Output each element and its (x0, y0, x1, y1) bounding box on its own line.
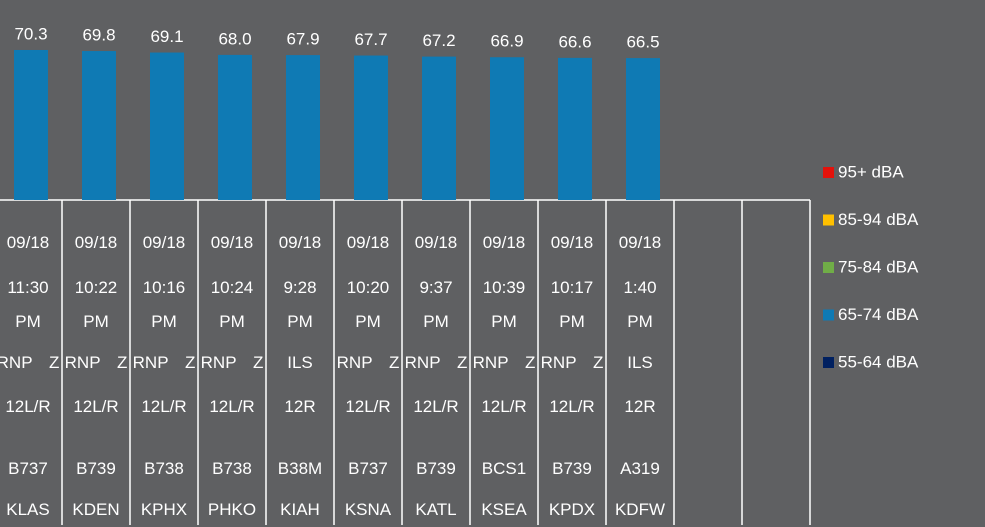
table-cell-date: 09/18 (278, 233, 322, 252)
value-label: 69.8 (82, 26, 115, 45)
legend-swatch (823, 357, 834, 368)
table-cell-date: 09/18 (210, 233, 254, 252)
bar (150, 52, 184, 200)
value-label: 67.7 (354, 30, 387, 49)
table-cell-time: 1:40 PM (623, 278, 657, 331)
table-cell-airport: PHKO (207, 500, 257, 519)
table-cell-airport: KSNA (344, 500, 392, 519)
table-cell-time: 10:24 PM (210, 278, 254, 331)
legend-swatch (823, 262, 834, 273)
table-cell-procedure: RNP Z 12L/R (404, 353, 468, 416)
table-cell-airport: KLAS (6, 500, 50, 519)
table-cell-procedure: RNP Z 12L/R (132, 353, 196, 416)
value-label: 66.6 (558, 32, 591, 51)
table-cell-procedure: RNP Z 12L/R (64, 353, 128, 416)
table-cell-airport: KDFW (614, 500, 666, 519)
table-cell-date: 09/18 (6, 233, 50, 252)
table-cell-aircraft: B738 (212, 459, 252, 478)
table-cell-time: 10:20 PM (346, 278, 390, 331)
table-cell-aircraft: B739 (552, 459, 592, 478)
legend-label: 55-64 dBA (838, 352, 919, 371)
table-cell-aircraft: B737 (8, 459, 48, 478)
table-cell-aircraft: B739 (76, 459, 116, 478)
value-label: 70.3 (14, 24, 47, 43)
value-label: 69.1 (150, 27, 183, 46)
bar (558, 57, 592, 201)
legend-swatch (823, 214, 834, 226)
table-cell-aircraft: B739 (416, 459, 456, 478)
table-cell-procedure: ILS 12R (624, 353, 656, 416)
value-label: 66.9 (490, 32, 523, 51)
table-cell-airport: KPDX (548, 500, 596, 519)
bar (354, 55, 388, 200)
bar (490, 57, 524, 201)
table-cell-date: 09/18 (414, 233, 458, 252)
legend-swatch (823, 309, 834, 321)
value-label: 67.2 (422, 31, 455, 50)
table-cell-time: 9:28 PM (283, 278, 317, 331)
table-cell-date: 09/18 (550, 233, 594, 252)
legend-label: 65-74 dBA (838, 305, 919, 324)
value-label: 67.9 (286, 30, 319, 49)
table-cell-date: 09/18 (618, 233, 662, 252)
table-cell-aircraft: B737 (348, 459, 388, 478)
bar (422, 56, 456, 200)
table-cell-date: 09/18 (74, 233, 118, 252)
table-cell-time: 10:22 PM (74, 278, 118, 331)
value-label: 66.5 (626, 33, 659, 52)
table-cell-airport: KIAH (280, 500, 320, 519)
table-cell-aircraft: A319 (620, 459, 660, 478)
legend-swatch (823, 167, 834, 178)
legend-label: 85-94 dBA (838, 210, 919, 229)
table-cell-airport: KDEN (72, 500, 120, 519)
table-cell-aircraft: B38M (277, 459, 323, 478)
legend-label: 75-84 dBA (838, 257, 919, 276)
bar (82, 51, 116, 200)
bar (14, 49, 48, 201)
table-cell-date: 09/18 (482, 233, 526, 252)
table-cell-procedure: RNP Z 12L/R (472, 353, 536, 416)
table-cell-time: 10:17 PM (550, 278, 594, 331)
table-cell-airport: KSEA (481, 500, 527, 519)
table-cell-procedure: RNP Z 12L/R (540, 353, 604, 416)
bar (626, 58, 660, 200)
table-cell-aircraft: BCS1 (481, 459, 527, 478)
bar (286, 55, 320, 201)
table-cell-date: 09/18 (142, 233, 186, 252)
table-cell-time: 11:30 PM (7, 278, 49, 331)
table-cell-procedure: RNP Z 12L/R (0, 353, 60, 416)
table-cell-airport: KPHX (140, 500, 188, 519)
table-cell-time: 9:37 PM (419, 278, 453, 331)
value-label: 68.0 (218, 29, 251, 48)
legend-label: 95+ dBA (838, 162, 904, 181)
table-cell-date: 09/18 (346, 233, 390, 252)
table-cell-procedure: RNP Z 12L/R (336, 353, 400, 416)
table-cell-airport: KATL (415, 500, 457, 519)
table-cell-aircraft: B738 (144, 459, 184, 478)
table-cell-procedure: ILS 12R (284, 353, 316, 416)
table-cell-time: 10:39 PM (482, 278, 526, 331)
bar (218, 54, 252, 200)
table-cell-time: 10:16 PM (142, 278, 186, 331)
table-cell-procedure: RNP Z 12L/R (200, 353, 264, 416)
